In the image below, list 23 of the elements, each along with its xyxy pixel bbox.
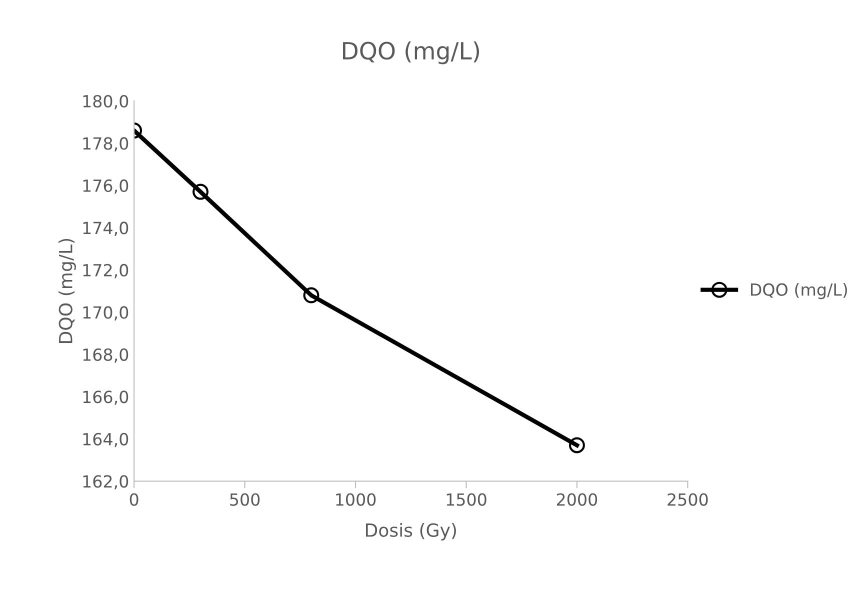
y-tick-label: 168,0 (83, 348, 128, 363)
y-tick-label: 180,0 (83, 94, 128, 110)
y-tick-label: 166,0 (83, 390, 128, 405)
y-tick-label: 162,0 (83, 475, 128, 490)
y-tick-label: 178,0 (83, 137, 128, 152)
point (303, 287, 320, 304)
y-tick-label: 176,0 (83, 179, 128, 194)
y-tick-label: 170,0 (83, 306, 128, 320)
x-tick-label: 0 (130, 493, 138, 506)
x-tick-label: 2000 (556, 493, 598, 506)
x-tick-label: 2500 (668, 493, 708, 506)
point (568, 437, 585, 454)
x-tick-label: 1500 (446, 493, 486, 506)
x-tick-label: 1000 (336, 493, 376, 506)
y-tick-label: 174,0 (83, 222, 128, 236)
x-tick-label: 500 (230, 493, 260, 506)
y-axis-title: DQO (mg/L) (58, 238, 76, 343)
legend-label: DQO (mg/L) (750, 283, 847, 300)
y-tick-label: 164,0 (83, 432, 128, 448)
chart-title: DQO (mg/L) (343, 41, 480, 64)
x-axis-title: Dosis (Gy) (366, 522, 456, 540)
y-tick-label: 172,0 (83, 264, 128, 278)
point (192, 184, 208, 200)
